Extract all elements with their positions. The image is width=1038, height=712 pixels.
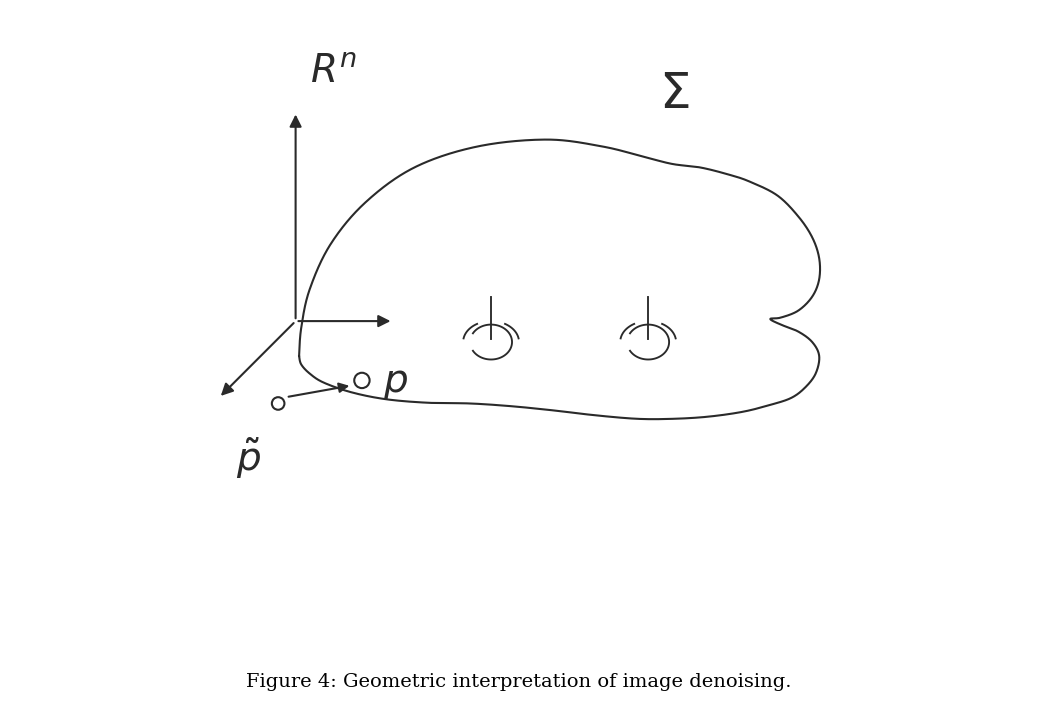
Text: $\tilde{p}$: $\tilde{p}$ [237, 436, 262, 481]
Text: $R^n$: $R^n$ [309, 53, 357, 90]
Text: $\Sigma$: $\Sigma$ [659, 69, 689, 119]
Text: $p$: $p$ [383, 365, 408, 402]
Text: Figure 4: Geometric interpretation of image denoising.: Figure 4: Geometric interpretation of im… [246, 673, 792, 691]
